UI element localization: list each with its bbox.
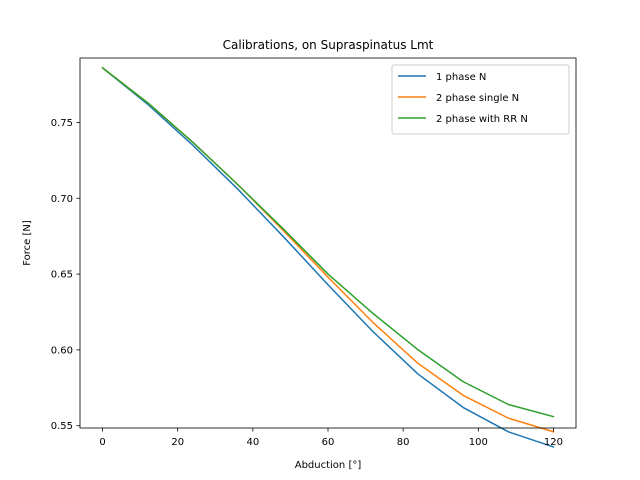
legend-box bbox=[391, 64, 570, 135]
x-tick-label: 40 bbox=[246, 437, 259, 448]
x-tick-label: 100 bbox=[469, 437, 488, 448]
legend-items: 1 phase N 2 phase single N 2 phase with RR… bbox=[398, 72, 528, 125]
x-axis-label: Abduction [°] bbox=[295, 460, 362, 471]
y-tick-label: 0.65 bbox=[51, 270, 73, 281]
series-line-1 bbox=[101, 66, 555, 448]
y-axis-label: Force [N] bbox=[22, 220, 33, 266]
y-tick-label: 0.60 bbox=[51, 345, 73, 356]
y-axis-ticks: 0.55 0.60 0.65 0.70 0.75 bbox=[51, 118, 80, 432]
x-tick-label: 20 bbox=[171, 437, 184, 448]
y-tick-label: 0.75 bbox=[51, 118, 73, 129]
legend: 1 phase N 2 phase single N 2 phase with RR… bbox=[391, 64, 570, 135]
x-tick-label: 80 bbox=[397, 437, 410, 448]
y-tick-label: 0.70 bbox=[51, 194, 73, 205]
x-tick-label: 120 bbox=[544, 437, 563, 448]
chart-title: Calibrations, on Supraspinatus Lmt bbox=[223, 38, 434, 52]
legend-label-3: 2 phase with RR N bbox=[436, 114, 528, 125]
legend-label-2: 2 phase single N bbox=[436, 93, 519, 104]
x-tick-label: 0 bbox=[99, 437, 105, 448]
y-tick-label: 0.55 bbox=[51, 421, 73, 432]
series-layer bbox=[101, 66, 555, 448]
x-axis-ticks: 0 20 40 60 80 100 120 bbox=[99, 428, 563, 448]
legend-label-1: 1 phase N bbox=[436, 72, 486, 83]
axes-frame bbox=[79, 57, 577, 429]
x-tick-label: 60 bbox=[322, 437, 335, 448]
series-line-3 bbox=[101, 66, 555, 418]
